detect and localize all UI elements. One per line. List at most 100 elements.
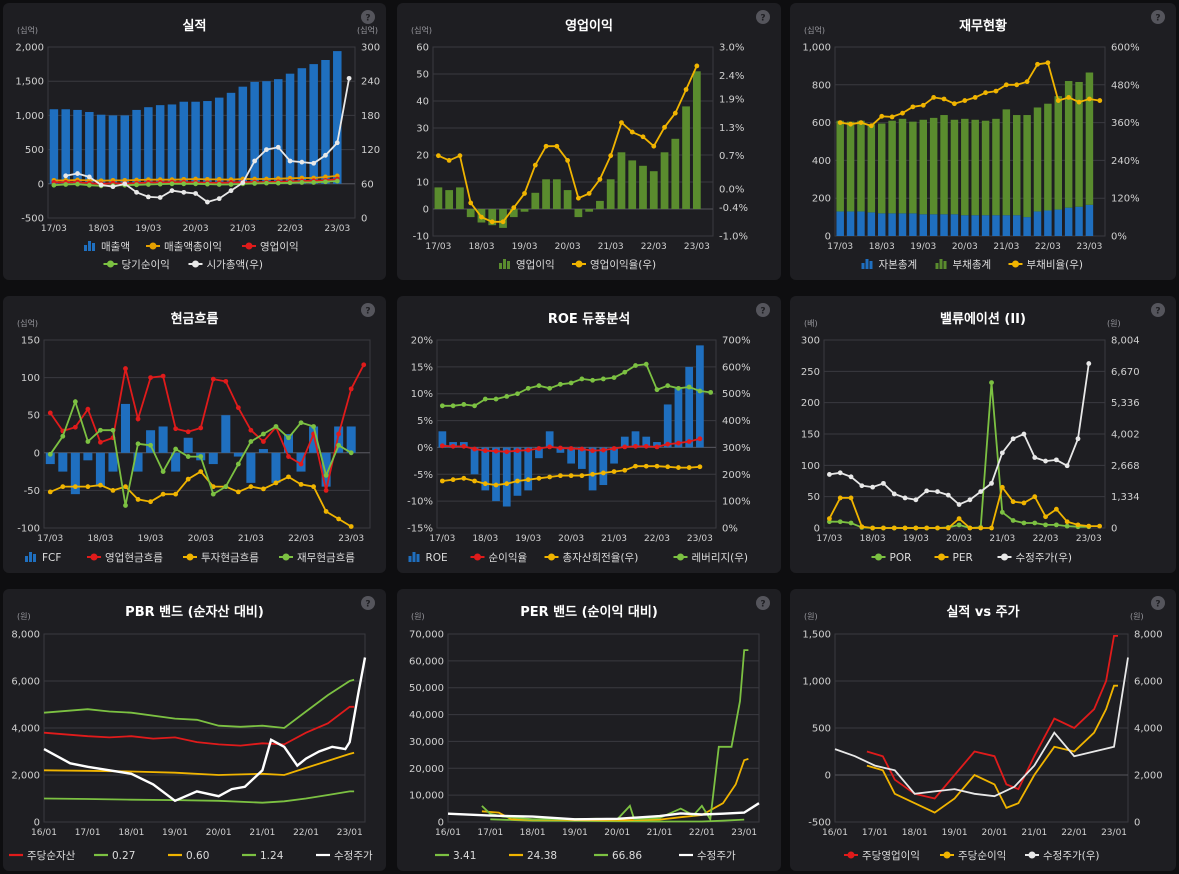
data-point <box>1053 506 1059 512</box>
bar <box>696 345 704 448</box>
legend-item[interactable]: 영업이익율(우) <box>572 258 656 271</box>
legend-item[interactable]: 24.38 <box>509 850 557 862</box>
data-point <box>600 470 606 476</box>
legend-item[interactable]: 수정주가 <box>679 850 736 862</box>
bar <box>158 426 168 453</box>
data-point <box>1076 99 1082 105</box>
bar <box>877 213 886 236</box>
bar <box>221 415 231 453</box>
y-tick-label: 8,000 <box>11 630 40 641</box>
y-tick-label: 20% <box>411 336 433 347</box>
bar <box>1085 204 1094 236</box>
bar <box>1023 115 1031 218</box>
legend-item[interactable]: 영업이익 <box>242 240 299 253</box>
chart-panel: PBR 밴드 (순자산 대비)? (원) 0 2,000 4,000 6,000 8,000… <box>3 589 386 871</box>
legend-item[interactable]: 당기순이익 <box>103 259 170 271</box>
data-point <box>1021 520 1027 526</box>
help-icon[interactable]: ? <box>1151 303 1165 317</box>
y-tick-label: -10% <box>407 497 433 508</box>
data-point <box>461 475 467 481</box>
legend-item[interactable]: 수정주가(우) <box>1025 850 1100 862</box>
legend-item[interactable]: 수정주가(우) <box>997 552 1073 564</box>
data-point <box>134 182 139 188</box>
data-point <box>110 427 116 433</box>
y-tick-label: 1,500 <box>15 77 44 88</box>
legend-item[interactable]: 주당순이익 <box>940 850 1006 862</box>
y-tick-label: -10 <box>413 232 429 243</box>
legend-item[interactable]: 재무현금흐름 <box>279 552 355 564</box>
legend-item[interactable]: 수정주가 <box>316 850 373 862</box>
x-tick-label: 23/03 <box>324 224 350 234</box>
x-tick-label: 21/01 <box>647 828 673 838</box>
legend-item[interactable]: 1.24 <box>242 850 284 862</box>
data-point <box>273 424 279 429</box>
bar <box>909 121 917 214</box>
help-icon[interactable]: ? <box>756 303 770 317</box>
data-point <box>348 450 354 456</box>
legend-item[interactable]: 매출액총이익 <box>146 241 222 253</box>
legend-item[interactable]: 부채비율(우) <box>1008 259 1084 271</box>
bar <box>1002 215 1011 236</box>
legend-item[interactable]: ROE <box>408 552 448 564</box>
legend-item[interactable]: 3.41 <box>435 850 476 862</box>
help-icon[interactable]: ? <box>361 596 375 610</box>
x-tick-label: 20/03 <box>555 242 581 252</box>
bar <box>171 452 181 472</box>
legend-item[interactable]: 주당순자산 <box>9 850 76 862</box>
bar <box>95 452 105 487</box>
help-icon[interactable]: ? <box>361 303 375 317</box>
x-tick-label: 17/01 <box>862 828 888 838</box>
y2-tick-label: 1.9% <box>719 94 744 105</box>
legend-item[interactable]: 주당영업이익 <box>844 849 920 862</box>
help-icon[interactable]: ? <box>1151 10 1165 24</box>
data-point <box>611 375 617 380</box>
legend-item[interactable]: 자본총계 <box>861 259 918 271</box>
legend-item[interactable]: 순이익율 <box>470 552 528 564</box>
y2-tick-label: 240% <box>1111 156 1140 167</box>
legend-item[interactable]: 레버리지(우) <box>673 552 749 564</box>
help-icon[interactable]: ? <box>1151 596 1165 610</box>
legend-item[interactable]: 매출액 <box>84 241 130 253</box>
bar <box>167 104 177 184</box>
legend-item[interactable]: 부채총계 <box>935 259 992 271</box>
data-point <box>859 524 865 530</box>
legend-item[interactable]: 총자산회전율(우) <box>544 552 639 564</box>
bar <box>961 215 969 236</box>
data-point <box>676 440 681 446</box>
data-point <box>135 441 141 447</box>
data-point <box>913 525 919 531</box>
data-point <box>837 495 843 501</box>
legend-item[interactable]: 투자현금흐름 <box>183 552 259 564</box>
data-point <box>482 448 488 454</box>
bar <box>271 452 281 483</box>
y2-tick-label: 480% <box>1111 80 1140 91</box>
x-tick-label: 19/03 <box>512 242 538 252</box>
legend-item[interactable]: 영업현금흐름 <box>87 551 163 564</box>
legend-item[interactable]: POR <box>871 552 912 564</box>
data-point <box>348 386 354 392</box>
chart-panel: 밸류에이션 (II)? (배) (원) 0 50 100 150 200 250 300 0 1,33… <box>790 296 1176 573</box>
data-point <box>482 481 488 487</box>
data-point <box>697 464 703 470</box>
legend-item[interactable]: 0.27 <box>94 850 135 862</box>
help-icon[interactable]: ? <box>756 596 770 610</box>
legend-item[interactable]: FCF <box>25 552 61 564</box>
data-point <box>98 427 103 433</box>
bar <box>434 187 443 209</box>
y2-tick-label: 1,334 <box>1111 492 1140 503</box>
legend-item[interactable]: 영업이익 <box>499 258 555 271</box>
data-point <box>837 470 843 476</box>
chart-svg: ROE 듀퐁분석? -15% -10% -5% 0% 5% 10% 15% 20% 0% 100% 2… <box>407 303 770 564</box>
y2-tick-label: 600% <box>722 362 751 373</box>
help-icon[interactable]: ? <box>361 10 375 24</box>
data-point <box>643 443 649 449</box>
legend-item[interactable]: 0.60 <box>168 850 209 862</box>
legend-item[interactable]: 시가총액(우) <box>188 259 264 271</box>
legend-item[interactable]: PER <box>934 552 973 564</box>
help-icon[interactable]: ? <box>756 10 770 24</box>
data-point <box>536 446 542 451</box>
data-point <box>275 144 281 150</box>
legend-item[interactable]: 66.86 <box>594 850 642 862</box>
y-tick-label: 50 <box>807 492 820 503</box>
help-icon-glyph: ? <box>365 14 370 24</box>
